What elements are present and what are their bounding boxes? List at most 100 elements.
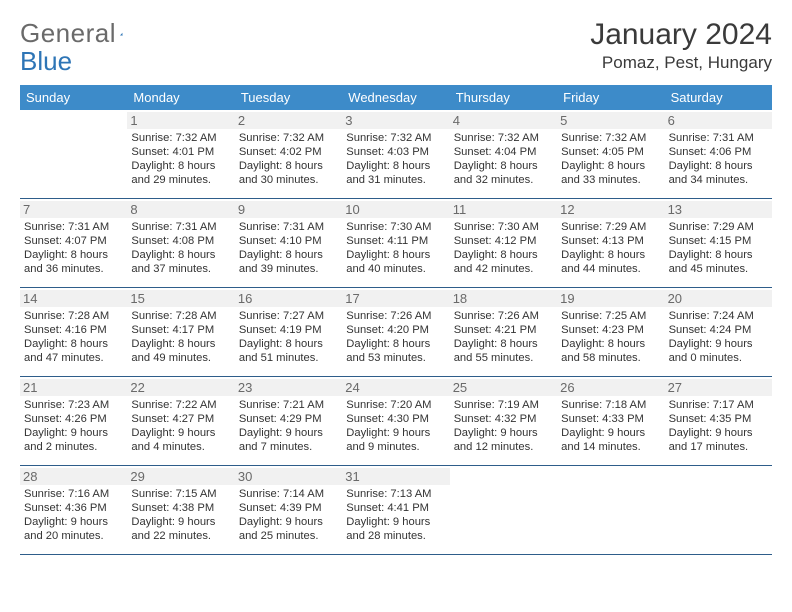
- day-info-line: Sunrise: 7:31 AM: [24, 220, 123, 234]
- day-number: 1: [127, 112, 234, 129]
- day-info-line: Sunrise: 7:31 AM: [239, 220, 338, 234]
- day-info-line: Sunset: 4:02 PM: [239, 145, 338, 159]
- day-info-line: Daylight: 8 hours: [24, 337, 123, 351]
- day-info-line: Sunset: 4:27 PM: [131, 412, 230, 426]
- day-number: 10: [342, 201, 449, 218]
- day-number: 21: [20, 379, 127, 396]
- day-info-line: Sunset: 4:19 PM: [239, 323, 338, 337]
- day-number: 13: [665, 201, 772, 218]
- day-info: Sunrise: 7:31 AMSunset: 4:06 PMDaylight:…: [669, 131, 768, 187]
- day-info-line: Sunset: 4:08 PM: [131, 234, 230, 248]
- day-cell: 10Sunrise: 7:30 AMSunset: 4:11 PMDayligh…: [342, 199, 449, 287]
- day-info-line: Sunset: 4:35 PM: [669, 412, 768, 426]
- day-info-line: Daylight: 9 hours: [239, 515, 338, 529]
- day-cell: 13 Sunrise: 7:29 AMSunset: 4:15 PMDayligh…: [665, 199, 772, 287]
- day-info-line: and 20 minutes.: [24, 529, 123, 543]
- day-info-line: Sunrise: 7:28 AM: [24, 309, 123, 323]
- day-info: Sunrise: 7:15 AMSunset: 4:38 PMDaylight:…: [131, 487, 230, 543]
- day-info-line: Sunrise: 7:32 AM: [561, 131, 660, 145]
- day-info-line: Sunset: 4:01 PM: [131, 145, 230, 159]
- week-row: 14Sunrise: 7:28 AMSunset: 4:16 PMDayligh…: [20, 288, 772, 377]
- day-cell: 18Sunrise: 7:26 AMSunset: 4:21 PMDayligh…: [450, 288, 557, 376]
- day-number: 22: [127, 379, 234, 396]
- day-cell: 11Sunrise: 7:30 AMSunset: 4:12 PMDayligh…: [450, 199, 557, 287]
- day-info-line: Sunrise: 7:16 AM: [24, 487, 123, 501]
- day-info: Sunrise: 7:29 AMSunset: 4:15 PMDaylight:…: [669, 220, 768, 276]
- dow-cell: Sunday: [20, 85, 127, 110]
- day-info: Sunrise: 7:16 AMSunset: 4:36 PMDaylight:…: [24, 487, 123, 543]
- day-cell: 16Sunrise: 7:27 AMSunset: 4:19 PMDayligh…: [235, 288, 342, 376]
- day-number: 2: [235, 112, 342, 129]
- week-row: 1Sunrise: 7:32 AMSunset: 4:01 PMDaylight…: [20, 110, 772, 199]
- page-header: General January 2024 Pomaz, Pest, Hungar…: [20, 18, 772, 73]
- day-info-line: and 4 minutes.: [131, 440, 230, 454]
- dow-cell: Tuesday: [235, 85, 342, 110]
- day-info-line: Daylight: 8 hours: [454, 159, 553, 173]
- day-info-line: Sunset: 4:06 PM: [669, 145, 768, 159]
- day-number: 4: [450, 112, 557, 129]
- day-number: 3: [342, 112, 449, 129]
- day-info-line: Daylight: 8 hours: [561, 159, 660, 173]
- month-title: January 2024: [590, 18, 772, 51]
- day-info: Sunrise: 7:17 AMSunset: 4:35 PMDaylight:…: [669, 398, 768, 454]
- day-cell: 5Sunrise: 7:32 AMSunset: 4:05 PMDaylight…: [557, 110, 664, 198]
- day-info-line: and 7 minutes.: [239, 440, 338, 454]
- day-info: Sunrise: 7:14 AMSunset: 4:39 PMDaylight:…: [239, 487, 338, 543]
- day-info-line: Daylight: 8 hours: [131, 159, 230, 173]
- day-info-line: Sunrise: 7:22 AM: [131, 398, 230, 412]
- day-info-line: Sunrise: 7:18 AM: [561, 398, 660, 412]
- day-info-line: and 9 minutes.: [346, 440, 445, 454]
- day-number: 8: [127, 201, 234, 218]
- day-info-line: and 58 minutes.: [561, 351, 660, 365]
- day-info-line: Sunset: 4:23 PM: [561, 323, 660, 337]
- day-number: 15: [127, 290, 234, 307]
- day-info-line: and 28 minutes.: [346, 529, 445, 543]
- day-info: Sunrise: 7:25 AMSunset: 4:23 PMDaylight:…: [561, 309, 660, 365]
- day-number: 29: [127, 468, 234, 485]
- day-info-line: Daylight: 9 hours: [669, 337, 768, 351]
- day-info-line: Sunrise: 7:25 AM: [561, 309, 660, 323]
- day-info-line: Sunset: 4:21 PM: [454, 323, 553, 337]
- day-info-line: Daylight: 8 hours: [669, 248, 768, 262]
- day-info-line: and 53 minutes.: [346, 351, 445, 365]
- day-info-line: Sunset: 4:26 PM: [24, 412, 123, 426]
- day-cell: 30Sunrise: 7:14 AMSunset: 4:39 PMDayligh…: [235, 466, 342, 554]
- day-info-line: Sunrise: 7:29 AM: [561, 220, 660, 234]
- day-cell: 3Sunrise: 7:32 AMSunset: 4:03 PMDaylight…: [342, 110, 449, 198]
- day-cell: [665, 466, 772, 554]
- day-cell: 17Sunrise: 7:26 AMSunset: 4:20 PMDayligh…: [342, 288, 449, 376]
- day-number: 9: [235, 201, 342, 218]
- day-number: 24: [342, 379, 449, 396]
- day-info-line: Sunset: 4:32 PM: [454, 412, 553, 426]
- day-info-line: Sunset: 4:39 PM: [239, 501, 338, 515]
- day-info-line: Sunrise: 7:21 AM: [239, 398, 338, 412]
- day-number: 5: [557, 112, 664, 129]
- day-cell: 15Sunrise: 7:28 AMSunset: 4:17 PMDayligh…: [127, 288, 234, 376]
- day-info-line: Daylight: 9 hours: [131, 426, 230, 440]
- day-cell: 24 Sunrise: 7:20 AMSunset: 4:30 PMDayligh…: [342, 377, 449, 465]
- day-info-line: Daylight: 8 hours: [131, 337, 230, 351]
- day-info-line: Sunset: 4:04 PM: [454, 145, 553, 159]
- calendar-page: General January 2024 Pomaz, Pest, Hungar…: [0, 0, 792, 612]
- dow-cell: Wednesday: [342, 85, 449, 110]
- day-info-line: and 55 minutes.: [454, 351, 553, 365]
- day-info-line: Sunrise: 7:17 AM: [669, 398, 768, 412]
- day-info-line: Sunset: 4:11 PM: [346, 234, 445, 248]
- day-info-line: Sunset: 4:13 PM: [561, 234, 660, 248]
- day-info-line: Sunrise: 7:29 AM: [669, 220, 768, 234]
- day-info-line: Sunset: 4:12 PM: [454, 234, 553, 248]
- day-number: 25: [450, 379, 557, 396]
- logo-sail-icon: [120, 24, 123, 44]
- day-info-line: Sunset: 4:24 PM: [669, 323, 768, 337]
- day-info-line: and 32 minutes.: [454, 173, 553, 187]
- week-row: 28Sunrise: 7:16 AMSunset: 4:36 PMDayligh…: [20, 466, 772, 555]
- day-info-line: Sunrise: 7:32 AM: [239, 131, 338, 145]
- day-info-line: and 25 minutes.: [239, 529, 338, 543]
- day-info-line: Daylight: 9 hours: [669, 426, 768, 440]
- logo-text-general: General: [20, 18, 116, 49]
- day-info-line: Sunrise: 7:23 AM: [24, 398, 123, 412]
- logo: General: [20, 18, 142, 49]
- day-info: Sunrise: 7:20 AMSunset: 4:30 PMDaylight:…: [346, 398, 445, 454]
- day-info-line: Sunset: 4:36 PM: [24, 501, 123, 515]
- location-subtitle: Pomaz, Pest, Hungary: [590, 53, 772, 73]
